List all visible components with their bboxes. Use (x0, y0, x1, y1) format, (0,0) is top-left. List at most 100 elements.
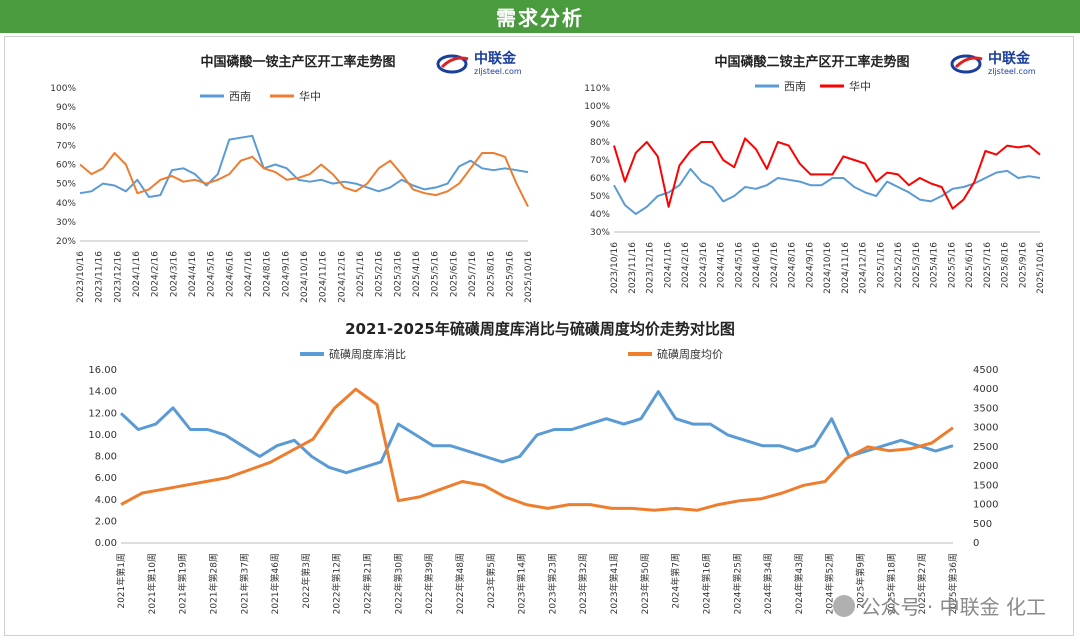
x-tick-label: 2024/5/16 (734, 242, 744, 288)
x-tick-label: 2024/12/16 (859, 242, 869, 294)
x-tick-label: 2024/6/16 (752, 242, 762, 288)
logo-mark-icon (436, 54, 469, 74)
x-tick-label: 2023年第50周 (639, 553, 651, 614)
legend-label: 西南 (229, 90, 251, 103)
x-tick-label: 2025年第27周 (916, 553, 928, 614)
x-tick-label: 2023年第14周 (516, 553, 528, 614)
x-tick-label: 2025/7/16 (468, 251, 478, 297)
y-tick-label: 60% (56, 161, 76, 171)
y-tick-label: 100% (50, 84, 76, 94)
y-tick-label: 14.00 (88, 387, 117, 398)
y-tick-label: 110% (584, 84, 610, 94)
x-tick-label: 2024/7/16 (244, 251, 254, 297)
y2-tick-label: 4000 (973, 384, 998, 395)
logo-left: 中联金 zljsteel.com (436, 52, 522, 76)
y-tick-label: 4.00 (95, 495, 117, 506)
series-line-2 (120, 387, 954, 512)
logo-en-text: zljsteel.com (988, 67, 1036, 76)
x-tick-label: 2021年第10周 (146, 553, 158, 614)
logo-right: 中联金 zljsteel.com (950, 52, 1036, 76)
legend-label: 华中 (849, 79, 871, 93)
x-tick-label: 2025/10/16 (1036, 242, 1046, 294)
x-tick-label: 2023年第23周 (546, 553, 558, 614)
x-tick-label: 2024年第7周 (670, 553, 682, 609)
x-tick-label: 2021年第1周 (115, 553, 127, 609)
x-tick-label: 2024/9/16 (281, 251, 291, 297)
x-tick-label: 2025/6/16 (449, 251, 459, 297)
x-tick-label: 2023/11/16 (628, 242, 638, 294)
x-tick-label: 2023/12/16 (113, 251, 123, 303)
legend-label: 硫磺周度库消比 (329, 347, 406, 361)
x-tick-label: 2024/8/16 (788, 242, 798, 288)
x-tick-label: 2024/10/16 (823, 242, 833, 294)
x-tick-label: 2024/5/16 (207, 251, 217, 297)
logo-mark-icon (950, 54, 983, 74)
legend-label: 西南 (784, 80, 806, 93)
x-tick-label: 2024/4/16 (717, 242, 727, 288)
y-tick-label: 16.00 (88, 365, 117, 376)
x-tick-label: 2022年第21周 (362, 553, 374, 614)
y2-tick-label: 2000 (973, 461, 998, 472)
y-tick-label: 70% (56, 141, 76, 151)
x-tick-label: 2025/3/16 (393, 251, 403, 297)
x-tick-label: 2021年第37周 (238, 553, 250, 614)
x-tick-label: 2022年第48周 (454, 553, 466, 614)
x-tick-label: 2024年第25周 (731, 553, 743, 614)
x-tick-label: 2024年第43周 (793, 553, 805, 614)
y-tick-label: 40% (56, 199, 76, 209)
x-tick-label: 2025/4/16 (412, 251, 422, 297)
x-tick-label: 2024/11/16 (841, 242, 851, 294)
legend-label: 硫磺周度均价 (657, 347, 723, 361)
y-tick-label: 10.00 (88, 430, 117, 441)
y-tick-label: 0.00 (95, 538, 117, 549)
y2-tick-label: 0 (973, 538, 979, 549)
watermark: 公众号 · 中联金 化工 (832, 591, 1046, 620)
x-tick-label: 2024/9/16 (805, 242, 815, 288)
y2-tick-label: 500 (973, 519, 992, 530)
x-tick-label: 2023年第41周 (608, 553, 620, 614)
y-tick-label: 50% (590, 192, 610, 202)
chart-title: 中国磷酸二铵主产区开工率走势图 (714, 54, 909, 70)
x-tick-label: 2022年第12周 (331, 553, 343, 614)
logo-en-text: zljsteel.com (474, 67, 522, 76)
y-tick-label: 40% (590, 210, 610, 220)
series-line-2 (613, 137, 1041, 210)
y-tick-label: 60% (590, 174, 610, 184)
x-tick-label: 2022年第39周 (423, 553, 435, 614)
x-tick-label: 2023/10/16 (610, 242, 620, 294)
y-tick-label: 2.00 (95, 516, 117, 527)
y-tick-label: 12.00 (88, 408, 117, 419)
series-line-2 (79, 152, 529, 208)
logo-cn-text: 中联金 (474, 51, 516, 67)
chart-title: 2021-2025年硫磺周度库消比与硫磺周度均价走势对比图 (345, 320, 735, 338)
x-tick-label: 2025/3/16 (912, 242, 922, 288)
x-tick-label: 2024/1/16 (132, 251, 142, 297)
x-tick-label: 2024/8/16 (263, 251, 273, 297)
section-header: 需求分析 (0, 0, 1080, 33)
series-line-1 (79, 134, 529, 198)
y-tick-label: 80% (590, 138, 610, 148)
x-tick-label: 2025/1/16 (876, 242, 886, 288)
y-tick-label: 90% (56, 103, 76, 113)
watermark-text: 公众号 · 中联金 化工 (860, 595, 1046, 619)
x-tick-label: 2025/1/16 (356, 251, 366, 297)
y-tick-label: 30% (590, 228, 610, 238)
x-tick-label: 2024/6/16 (225, 251, 235, 297)
series-line-1 (613, 168, 1041, 215)
y-tick-label: 20% (56, 237, 76, 247)
y2-tick-label: 3500 (973, 403, 998, 414)
x-tick-label: 2024/2/16 (151, 251, 161, 297)
section-title: 需求分析 (496, 6, 584, 30)
x-tick-label: 2023/12/16 (646, 242, 656, 294)
x-tick-label: 2025/5/16 (947, 242, 957, 288)
x-tick-label: 2021年第28周 (207, 553, 219, 614)
y-tick-label: 6.00 (95, 473, 117, 484)
x-tick-label: 2025/9/16 (1018, 242, 1028, 288)
x-tick-label: 2024/3/16 (169, 251, 179, 297)
x-tick-label: 2021年第46周 (269, 553, 281, 614)
x-tick-label: 2025年第36周 (947, 553, 959, 614)
content-frame (4, 36, 1074, 636)
